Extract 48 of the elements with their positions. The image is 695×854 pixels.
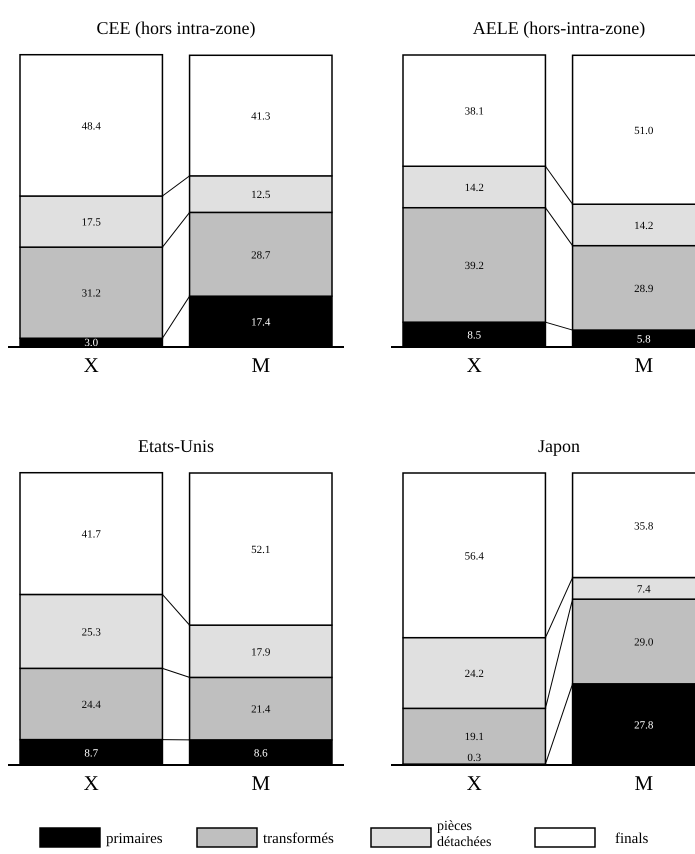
data-label: 19.1 [464,731,484,744]
data-label: 25.3 [82,626,102,638]
data-label: 28.7 [251,249,271,262]
data-label: 29.0 [634,636,654,648]
data-label: 8.5 [467,330,482,342]
data-label: 14.2 [634,220,654,232]
data-label: 38.1 [464,106,484,118]
data-label: 3.0 [84,337,99,349]
data-label: 8.7 [84,747,99,760]
legend-label: transformés [263,831,334,847]
data-label: 48.4 [82,120,102,132]
x-tick-label: X [84,771,99,795]
data-label: 51.0 [634,124,654,137]
legend-label: finals [615,831,648,847]
data-label: 24.2 [464,668,484,680]
legend-label: pièces détachées [437,819,492,850]
data-label: 0.3 [467,752,482,764]
x-tick-label: X [84,353,99,377]
chart-title: CEE (hors intra-zone) [96,18,256,38]
data-label: 17.5 [82,216,102,229]
data-label: 8.6 [254,747,268,760]
x-tick-label: M [251,771,270,795]
data-label: 52.1 [251,544,270,556]
data-label: 56.4 [464,550,484,562]
chart-title: AELE (hors-intra-zone) [472,18,646,38]
data-label: 17.4 [251,316,271,329]
data-label: 5.8 [636,334,652,346]
data-label: 7.4 [636,583,652,596]
legend-label: primaires [106,831,163,847]
data-label: 41.7 [82,528,102,541]
x-tick-label: X [466,771,482,795]
data-label: 21.4 [251,704,271,716]
data-label: 27.8 [634,719,654,732]
data-label: 39.2 [464,260,484,272]
data-label: 17.9 [251,646,271,658]
x-tick-label: M [634,771,654,795]
x-tick-label: M [251,353,270,377]
data-label: 35.8 [634,520,654,532]
data-label: 28.9 [634,282,654,295]
x-tick-label: M [634,353,654,377]
data-label: 31.2 [82,288,101,300]
chart-title: Japon [538,436,580,456]
data-label: 24.4 [82,698,102,711]
data-label: 14.2 [464,182,484,194]
chart-title: Etats-Unis [138,436,214,456]
data-label: 41.3 [251,110,271,123]
x-tick-label: X [466,353,482,377]
data-label: 12.5 [251,189,271,202]
